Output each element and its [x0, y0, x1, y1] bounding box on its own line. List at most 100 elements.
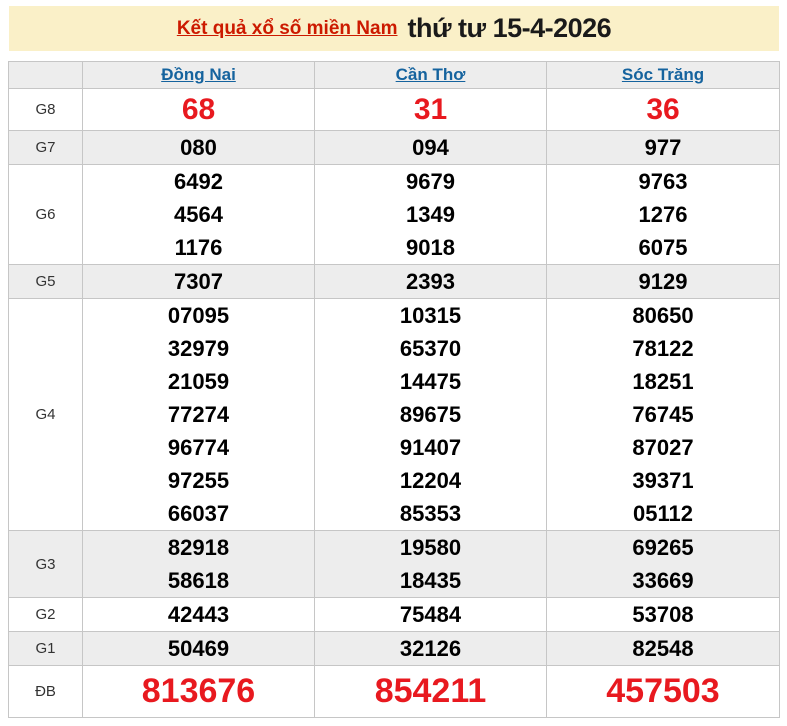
- prize-row-G6: G6 6492 4564 1176 9679 1349 9018 9763 1276 6075: [8, 164, 780, 265]
- result-number: 89675: [399, 402, 462, 427]
- result-cell: 68: [82, 88, 315, 131]
- province-link-can-tho[interactable]: Cần Thơ: [395, 65, 466, 84]
- result-number: 9129: [638, 269, 688, 294]
- prize-label: G4: [8, 298, 83, 531]
- result-cell: 2393: [314, 264, 547, 299]
- result-number: 854211: [374, 672, 487, 710]
- result-cell: 07095 32979 21059 77274 96774 97255 66037: [82, 298, 315, 531]
- prize-row-G7: G7 080 094 977: [8, 130, 780, 165]
- result-cell: 69265 33669: [546, 530, 780, 598]
- result-number: 094: [412, 135, 449, 160]
- result-number: 07095: [167, 303, 230, 328]
- prize-label: G6: [8, 164, 83, 265]
- result-number: 33669: [632, 568, 694, 593]
- results-table: Đồng Nai Cần Thơ Sóc Trăng G8 68 31 36 G7 080…: [8, 61, 780, 718]
- result-cell: 36: [546, 88, 780, 131]
- result-number: 05112: [633, 501, 693, 526]
- result-number: 68: [181, 93, 216, 126]
- result-number: 69265: [632, 535, 694, 560]
- prize-row-G8: G8 68 31 36: [8, 88, 780, 131]
- prize-row-G5: G5 7307 2393 9129: [8, 264, 780, 299]
- region-results-link[interactable]: Kết quả xổ số miền Nam: [176, 17, 398, 39]
- result-cell: 457503: [546, 665, 780, 718]
- result-cell: 10315 65370 14475 89675 91407 12204 85353: [314, 298, 547, 531]
- result-number: 18435: [399, 568, 462, 593]
- result-number: 75484: [399, 602, 462, 627]
- result-number: 12204: [399, 468, 462, 493]
- result-number: 977: [644, 135, 682, 160]
- result-cell: 80650 78122 18251 76745 87027 39371 05112: [546, 298, 780, 531]
- province-link-dong-nai[interactable]: Đồng Nai: [161, 65, 236, 84]
- result-number: 1349: [406, 202, 455, 227]
- result-cell: 82918 58618: [82, 530, 315, 598]
- prize-row-G2: G2 42443 75484 53708: [8, 597, 780, 632]
- result-number: 813676: [141, 672, 256, 710]
- result-cell: 50469: [82, 631, 315, 666]
- prize-label: G7: [8, 130, 83, 165]
- result-number: 457503: [606, 672, 720, 710]
- result-number: 4564: [174, 202, 223, 227]
- prize-label: ĐB: [8, 665, 83, 718]
- result-cell: 6492 4564 1176: [82, 164, 315, 265]
- corner-cell: [8, 61, 83, 89]
- result-cell: 32126: [314, 631, 547, 666]
- result-number: 14475: [399, 369, 462, 394]
- result-number: 66037: [167, 501, 230, 526]
- result-cell: 7307: [82, 264, 315, 299]
- result-number: 80650: [632, 303, 694, 328]
- result-number: 32126: [399, 636, 462, 661]
- result-number: 50469: [167, 636, 230, 661]
- result-number: 76745: [632, 402, 694, 427]
- result-number: 9018: [406, 235, 455, 260]
- province-header-dong-nai: Đồng Nai: [82, 61, 315, 89]
- result-number: 19580: [399, 535, 462, 560]
- result-cell: 813676: [82, 665, 315, 718]
- result-number: 18251: [632, 369, 694, 394]
- result-number: 65370: [399, 336, 462, 361]
- result-number: 1176: [174, 235, 223, 260]
- result-number: 91407: [399, 435, 462, 460]
- result-number: 7307: [174, 269, 223, 294]
- prize-row-ĐB: ĐB 813676 854211 457503: [8, 665, 780, 718]
- result-number: 82918: [167, 535, 230, 560]
- result-number: 1276: [638, 202, 688, 227]
- result-number: 21059: [167, 369, 230, 394]
- prize-label: G5: [8, 264, 83, 299]
- province-header-row: Đồng Nai Cần Thơ Sóc Trăng: [8, 61, 780, 89]
- province-header-soc-trang: Sóc Trăng: [546, 61, 780, 89]
- result-number: 85353: [399, 501, 462, 526]
- results-tbody: G8 68 31 36 G7 080 094 977 G6 6492 4564 1176 9679 134…: [8, 88, 780, 718]
- result-cell: 854211: [314, 665, 547, 718]
- result-cell: 19580 18435: [314, 530, 547, 598]
- prize-label: G1: [8, 631, 83, 666]
- province-link-soc-trang[interactable]: Sóc Trăng: [621, 65, 705, 84]
- result-cell: 82548: [546, 631, 780, 666]
- result-cell: 080: [82, 130, 315, 165]
- prize-label: G3: [8, 530, 83, 598]
- result-cell: 9129: [546, 264, 780, 299]
- prize-row-G3: G3 82918 58618 19580 18435 69265 33669: [8, 530, 780, 598]
- result-number: 2393: [406, 269, 455, 294]
- result-number: 82548: [632, 636, 694, 661]
- result-number: 87027: [632, 435, 694, 460]
- result-cell: 31: [314, 88, 547, 131]
- result-number: 9679: [406, 169, 455, 194]
- result-number: 31: [413, 93, 448, 126]
- results-header: Kết quả xổ số miền Nam thứ tư 15-4-2026: [9, 6, 779, 51]
- result-cell: 53708: [546, 597, 780, 632]
- result-cell: 094: [314, 130, 547, 165]
- result-number: 58618: [167, 568, 230, 593]
- draw-date: thứ tư 15-4-2026: [407, 13, 612, 43]
- result-cell: 9679 1349 9018: [314, 164, 547, 265]
- prize-label: G8: [8, 88, 83, 131]
- result-number: 96774: [167, 435, 230, 460]
- result-cell: 75484: [314, 597, 547, 632]
- result-number: 42443: [167, 602, 230, 627]
- province-header-can-tho: Cần Thơ: [314, 61, 547, 89]
- result-number: 32979: [167, 336, 230, 361]
- result-number: 97255: [167, 468, 230, 493]
- result-number: 080: [180, 135, 217, 160]
- result-number: 9763: [638, 169, 688, 194]
- result-number: 6492: [174, 169, 223, 194]
- result-number: 10315: [399, 303, 462, 328]
